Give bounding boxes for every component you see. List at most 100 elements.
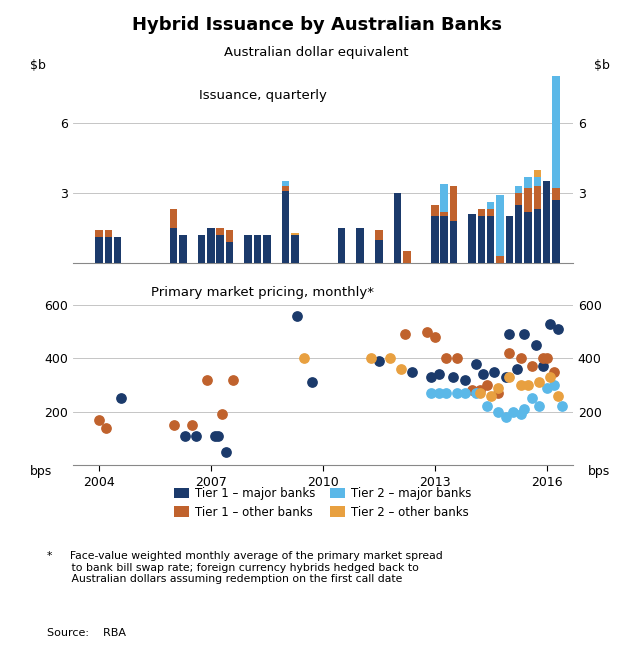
Bar bbox=[506, 216, 513, 263]
Text: Australian dollar equivalent: Australian dollar equivalent bbox=[224, 46, 409, 59]
Point bbox=[549, 379, 560, 390]
Bar bbox=[441, 183, 448, 212]
Point bbox=[168, 420, 179, 430]
Point bbox=[210, 430, 220, 441]
Legend: Tier 1 – major banks, Tier 1 – other banks, Tier 2 – major banks, Tier 2 – other: Tier 1 – major banks, Tier 1 – other ban… bbox=[174, 487, 472, 519]
Bar bbox=[431, 216, 439, 263]
Point bbox=[191, 430, 201, 441]
Bar bbox=[478, 216, 485, 263]
Text: Source:    RBA: Source: RBA bbox=[47, 628, 127, 638]
Bar bbox=[394, 193, 401, 263]
Bar bbox=[534, 176, 541, 186]
Point bbox=[530, 340, 541, 350]
Bar bbox=[207, 228, 215, 263]
Bar bbox=[449, 221, 457, 263]
Point bbox=[306, 377, 316, 387]
Bar bbox=[244, 235, 252, 263]
Bar bbox=[553, 24, 560, 188]
Point bbox=[422, 326, 432, 337]
Point bbox=[217, 409, 227, 420]
Point bbox=[493, 382, 503, 393]
Point bbox=[299, 353, 310, 364]
Point bbox=[482, 379, 492, 390]
Point bbox=[202, 374, 212, 385]
Point bbox=[434, 369, 444, 380]
Point bbox=[556, 401, 567, 412]
Text: *     Face-value weighted monthly average of the primary market spread
       to: * Face-value weighted monthly average of… bbox=[47, 551, 443, 584]
Text: bps: bps bbox=[30, 465, 53, 478]
Bar bbox=[534, 170, 541, 176]
Point bbox=[460, 388, 470, 399]
Bar bbox=[524, 188, 532, 212]
Point bbox=[542, 382, 552, 393]
Point bbox=[180, 430, 190, 441]
Bar bbox=[95, 238, 103, 263]
Point bbox=[430, 331, 440, 342]
Bar bbox=[441, 216, 448, 263]
Point bbox=[486, 391, 496, 401]
Point bbox=[493, 388, 503, 399]
Bar bbox=[282, 186, 289, 191]
Bar bbox=[524, 176, 532, 188]
Point bbox=[515, 409, 525, 420]
Bar bbox=[226, 242, 234, 263]
Point bbox=[553, 391, 563, 401]
Point bbox=[407, 366, 417, 377]
Point bbox=[467, 385, 477, 396]
Bar bbox=[356, 228, 364, 263]
Point bbox=[501, 372, 511, 382]
Text: Issuance, quarterly: Issuance, quarterly bbox=[199, 89, 327, 102]
Text: bps: bps bbox=[588, 465, 610, 478]
Point bbox=[505, 372, 515, 382]
Bar bbox=[338, 228, 345, 263]
Bar bbox=[375, 230, 382, 240]
Point bbox=[400, 329, 410, 339]
Point bbox=[426, 372, 436, 382]
Point bbox=[229, 374, 239, 385]
Point bbox=[187, 420, 197, 430]
Point bbox=[452, 388, 462, 399]
Point bbox=[519, 404, 529, 414]
Point bbox=[553, 323, 563, 334]
Point bbox=[292, 310, 302, 321]
Point bbox=[373, 356, 384, 366]
Point bbox=[534, 377, 544, 387]
Bar bbox=[534, 209, 541, 263]
Point bbox=[515, 379, 525, 390]
Bar bbox=[170, 228, 177, 263]
Point bbox=[501, 412, 511, 422]
Bar bbox=[254, 235, 261, 263]
Bar bbox=[553, 200, 560, 263]
Bar bbox=[487, 216, 494, 263]
Point bbox=[426, 388, 436, 399]
Point bbox=[441, 388, 451, 399]
Text: Hybrid Issuance by Australian Banks: Hybrid Issuance by Australian Banks bbox=[132, 16, 501, 34]
Point bbox=[116, 393, 127, 404]
Point bbox=[549, 366, 560, 377]
Point bbox=[213, 430, 223, 441]
Text: $b: $b bbox=[30, 59, 46, 72]
Bar bbox=[197, 235, 205, 263]
Point bbox=[534, 401, 544, 412]
Point bbox=[489, 366, 499, 377]
Point bbox=[493, 407, 503, 417]
Point bbox=[542, 353, 552, 364]
Bar bbox=[515, 186, 522, 193]
Bar bbox=[375, 240, 382, 263]
Point bbox=[221, 447, 231, 457]
Bar bbox=[543, 182, 551, 263]
Bar bbox=[487, 202, 494, 209]
Bar bbox=[114, 238, 122, 263]
Bar bbox=[496, 256, 504, 263]
Point bbox=[505, 329, 515, 339]
Point bbox=[482, 401, 492, 412]
Point bbox=[434, 388, 444, 399]
Bar bbox=[403, 251, 411, 263]
Point bbox=[471, 388, 481, 399]
Point bbox=[471, 358, 481, 369]
Bar bbox=[534, 186, 541, 209]
Point bbox=[385, 353, 395, 364]
Bar bbox=[487, 209, 494, 216]
Point bbox=[512, 364, 522, 374]
Point bbox=[475, 388, 485, 399]
